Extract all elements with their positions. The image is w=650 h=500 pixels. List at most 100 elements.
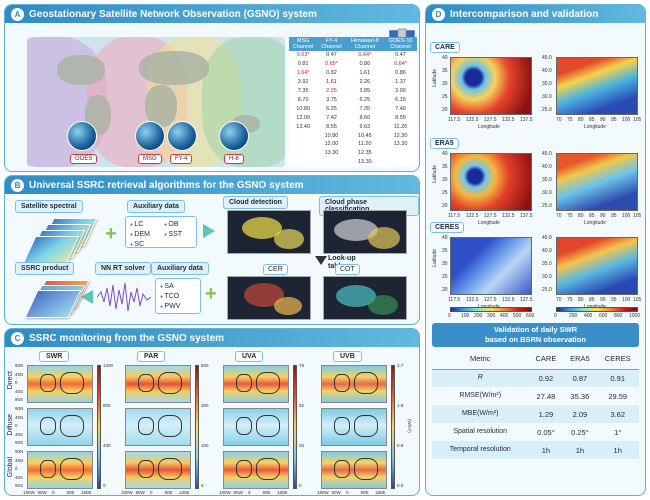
- aux-item-dem: DEM: [130, 230, 150, 240]
- panel-d-letter: D: [432, 7, 445, 21]
- right-lat-tick: 30.0: [542, 190, 552, 196]
- table-cell: 6.15: [395, 96, 406, 103]
- table-row: 10.80 6.25 7.35 7.40: [289, 105, 417, 114]
- table-row: 0.81 0.65* 0.86 0.64*: [289, 60, 417, 69]
- ssrc-map-uva-diffuse: [223, 408, 289, 446]
- arrow-to-cloud-detection: [203, 224, 215, 238]
- right-colorbar-tick: 0: [554, 313, 557, 319]
- left-lat-tick: 20: [442, 107, 448, 113]
- lat-tick: 45N: [15, 457, 24, 463]
- left-colorbar-tick: 300: [487, 313, 496, 319]
- right-lon-tick: 95: [611, 297, 617, 303]
- aux-item-lc: LC: [130, 220, 150, 230]
- validation-row: R 0.92 0.87 0.91: [432, 369, 639, 387]
- lat-tick: 0: [15, 380, 18, 385]
- right-lon-tick: 90: [600, 117, 606, 123]
- right-lon-tick: 100: [622, 117, 631, 123]
- colorbar-tick: 0.0: [397, 483, 404, 488]
- right-lon-tick: 105: [633, 213, 642, 219]
- colorbar-tick: 400: [103, 443, 111, 448]
- table-cell: 3.85: [359, 87, 371, 94]
- right-lon-tick: 75: [567, 297, 573, 303]
- lon-tick: 180E: [375, 490, 386, 495]
- validation-cell: 1°: [614, 427, 622, 437]
- table-cell: 13.30: [393, 141, 408, 148]
- ssrc-map-swr-diffuse: [27, 408, 93, 446]
- colorbar-par: [195, 365, 199, 489]
- lat-tick: 0: [15, 466, 18, 471]
- left-lon-tick: 127.5: [484, 297, 497, 303]
- map-care-left: [450, 57, 532, 115]
- header-sat: Himawari-8: [350, 38, 379, 44]
- table-row: 0.63* 0.47 0.64* 0.47: [289, 51, 417, 60]
- plus-icon: +: [105, 223, 117, 245]
- land-shape: [256, 415, 280, 437]
- validation-cell: 29.59: [608, 391, 628, 401]
- spectral-layer: [22, 236, 80, 264]
- table-cell: [317, 158, 345, 167]
- left-lat-tick: 35: [442, 164, 448, 170]
- row-label-global: Global: [7, 457, 14, 478]
- colorbar-tick: 2.7: [397, 363, 404, 368]
- right-colorbar-tick: 200: [569, 313, 578, 319]
- validation-header-3: CERES: [596, 349, 639, 370]
- right-lat-tick: 45.0: [542, 55, 552, 61]
- validation-cell: 1h: [563, 441, 597, 459]
- left-lat-tick: 20: [442, 287, 448, 293]
- variable-title-uvb: UVB: [333, 351, 362, 362]
- ylabel-left: Latitude: [432, 69, 438, 87]
- validation-cell: 0.91: [596, 369, 639, 387]
- lon-tick: 90W: [37, 490, 47, 495]
- right-lon-tick: 100: [622, 213, 631, 219]
- lat-tick: 45N: [15, 371, 24, 377]
- lon-tick: 180W: [219, 490, 231, 495]
- land-shape: [138, 460, 154, 478]
- colorbar-uvb: [391, 365, 395, 489]
- panel-a-letter: A: [11, 7, 24, 21]
- header-sat: MSG: [296, 38, 310, 44]
- right-lon-tick: 80: [578, 117, 584, 123]
- colorbar-tick: 300: [201, 403, 209, 408]
- left-lat-tick: 30: [442, 81, 448, 87]
- left-lat-tick: 40: [442, 235, 448, 241]
- left-lon-tick: 117.5: [448, 297, 461, 303]
- lon-tick: 90W: [233, 490, 243, 495]
- panel-b-title: Universal SSRC retrieval algorithms for …: [29, 179, 304, 191]
- table-cell: 0.82: [326, 70, 337, 77]
- label-msg: MSG: [138, 154, 162, 164]
- panel-b-letter: B: [11, 178, 24, 192]
- panel-ssrc-monitoring: C SSRC monitoring from the GSNO system S…: [4, 328, 420, 496]
- aux-item-sc: SC: [130, 240, 150, 250]
- lon-tick: 180W: [23, 490, 35, 495]
- table-cell: 1.61: [326, 79, 337, 86]
- right-lon-tick: 105: [633, 297, 642, 303]
- ssrc-map-uva-direct: [223, 365, 289, 403]
- colorbar-tick: 1.8: [397, 403, 404, 408]
- table-cell: 10.45: [357, 132, 372, 139]
- table-cell: 8.50: [395, 114, 406, 121]
- land-shape: [256, 458, 280, 480]
- land-shape: [256, 372, 280, 394]
- right-lon-tick: 70: [556, 213, 562, 219]
- auxiliary-bottom-label: Auxiliary data: [151, 262, 209, 275]
- ylabel-left: Latitude: [432, 249, 438, 267]
- table-row: 13.30 12.35: [289, 149, 417, 158]
- right-lat-tick: 25.0: [542, 287, 552, 293]
- left-colorbar-tick: 400: [500, 313, 509, 319]
- lat-tick: 45S: [15, 431, 24, 437]
- lat-tick: 90S: [15, 440, 24, 445]
- right-colorbar-tick: 400: [584, 313, 593, 319]
- land-shape: [60, 372, 84, 394]
- variable-title-swr: SWR: [39, 351, 70, 362]
- table-cell: 1.37: [395, 79, 406, 86]
- left-lat-tick: 35: [442, 68, 448, 74]
- validation-header-0: Metric: [432, 349, 529, 370]
- table-cell: 7.42: [326, 114, 337, 121]
- left-lon-tick: 117.5: [448, 213, 461, 219]
- right-lon-tick: 80: [578, 213, 584, 219]
- lat-tick: 45N: [15, 414, 24, 420]
- panel-d-header: D Intercomparison and validation: [426, 5, 645, 23]
- table-cell: 3.90: [395, 87, 406, 94]
- unit-label: (W/m²): [407, 419, 412, 433]
- auxiliary-top-label: Auxiliary data: [127, 200, 185, 213]
